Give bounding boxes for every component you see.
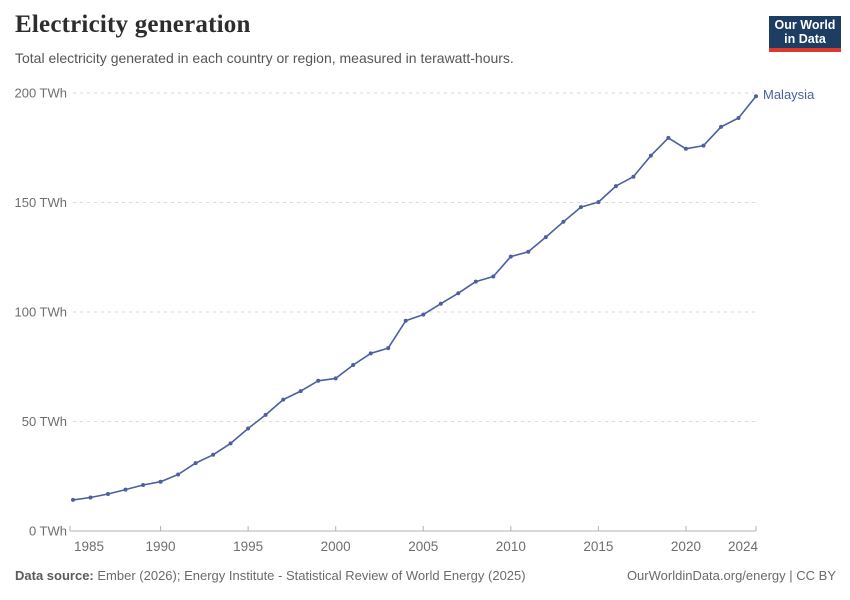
x-tick-label: 2000 bbox=[321, 539, 351, 554]
page-title: Electricity generation bbox=[15, 11, 251, 38]
data-point bbox=[368, 351, 373, 356]
data-point bbox=[123, 487, 128, 492]
x-tick-label: 1990 bbox=[146, 539, 176, 554]
data-point bbox=[176, 472, 181, 477]
data-source: Data source: Ember (2026); Energy Instit… bbox=[15, 568, 526, 583]
data-source-label: Data source: bbox=[15, 568, 94, 583]
series-line-malaysia bbox=[72, 95, 757, 501]
chart-subtitle: Total electricity generated in each coun… bbox=[15, 50, 514, 66]
x-tick-label: 1995 bbox=[233, 539, 263, 554]
data-point bbox=[158, 479, 163, 484]
data-point bbox=[491, 274, 496, 279]
data-point bbox=[438, 301, 443, 306]
series-label-malaysia: Malaysia bbox=[763, 87, 815, 103]
data-point bbox=[281, 397, 286, 402]
data-point bbox=[701, 143, 706, 148]
data-point bbox=[473, 279, 478, 284]
data-point bbox=[596, 200, 601, 205]
y-tick-label: 150 TWh bbox=[14, 195, 67, 210]
data-point bbox=[316, 378, 321, 383]
data-source-text: Ember (2026); Energy Institute - Statist… bbox=[97, 568, 526, 583]
data-point bbox=[719, 124, 723, 129]
data-point bbox=[333, 376, 338, 381]
data-point bbox=[193, 461, 198, 466]
owid-logo: Our World in Data bbox=[769, 16, 841, 52]
owid-logo-line2: in Data bbox=[784, 32, 826, 46]
data-point bbox=[666, 135, 671, 140]
data-point bbox=[106, 492, 110, 496]
data-point bbox=[263, 412, 268, 417]
data-point bbox=[351, 363, 356, 367]
data-point bbox=[631, 174, 636, 179]
data-point bbox=[754, 94, 758, 99]
data-point bbox=[736, 116, 741, 120]
y-tick-label: 0 TWh bbox=[29, 524, 67, 539]
footer-credit-link[interactable]: OurWorldinData.org/energy | CC BY bbox=[626, 568, 836, 583]
data-point bbox=[88, 495, 93, 500]
data-point bbox=[561, 219, 566, 224]
y-tick-label: 50 TWh bbox=[22, 414, 67, 429]
x-tick-label: 1985 bbox=[74, 539, 104, 554]
data-point bbox=[246, 426, 251, 431]
data-point bbox=[141, 483, 146, 487]
data-point bbox=[403, 318, 408, 323]
data-point bbox=[526, 249, 531, 254]
data-point bbox=[421, 312, 426, 317]
data-point bbox=[508, 254, 513, 259]
x-tick-label: 2005 bbox=[408, 539, 438, 554]
data-point bbox=[228, 441, 233, 446]
x-tick-label: 2010 bbox=[496, 539, 526, 554]
data-point bbox=[71, 497, 75, 502]
data-point bbox=[613, 184, 618, 189]
y-tick-label: 100 TWh bbox=[14, 305, 67, 320]
data-point bbox=[211, 452, 216, 457]
data-point bbox=[578, 205, 583, 210]
data-point bbox=[298, 389, 303, 394]
data-point bbox=[683, 146, 688, 151]
owid-logo-line1: Our World bbox=[774, 18, 836, 32]
x-tick-label: 2024 bbox=[728, 539, 759, 554]
data-point bbox=[386, 346, 391, 351]
x-tick-label: 2015 bbox=[583, 539, 613, 554]
y-tick-label: 200 TWh bbox=[14, 86, 67, 101]
data-point bbox=[456, 291, 461, 296]
data-point bbox=[543, 235, 548, 240]
footer: Data source: Ember (2026); Energy Instit… bbox=[15, 568, 836, 583]
data-point bbox=[648, 153, 653, 158]
x-tick-label: 2020 bbox=[671, 539, 701, 554]
